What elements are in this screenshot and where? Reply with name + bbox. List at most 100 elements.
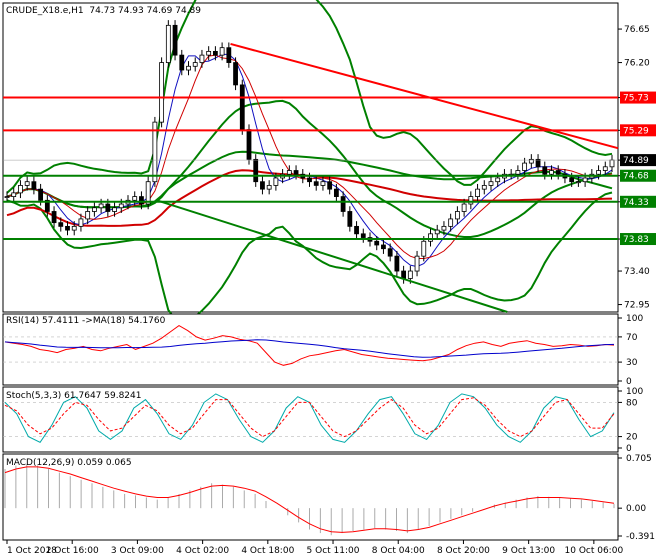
candle-body xyxy=(152,121,158,183)
candle-body xyxy=(253,158,259,183)
candle-body xyxy=(354,225,359,235)
candle-body xyxy=(333,188,339,197)
candle-body xyxy=(549,170,554,175)
symbol-label: CRUDE_X18.e,H1 xyxy=(6,6,84,16)
candle-body xyxy=(347,211,353,227)
rsi-pane: 100 70 30 0 xyxy=(2,313,643,387)
candle-body xyxy=(434,229,440,235)
x-tick-label: 10 Oct 06:00 xyxy=(565,546,624,556)
candle-body xyxy=(165,24,171,63)
candle-body xyxy=(246,129,252,160)
candle-body xyxy=(273,177,279,186)
candle-body xyxy=(394,255,400,272)
rsi-tick-label: 70 xyxy=(626,333,638,343)
stoch-tick-label: 20 xyxy=(626,433,638,443)
candle-body xyxy=(374,240,380,246)
x-tick-label: 4 Oct 02:00 xyxy=(176,546,229,556)
candle-body xyxy=(132,196,138,201)
candle-body xyxy=(320,181,326,186)
candle-body xyxy=(286,170,292,175)
x-tick-label: 5 Oct 11:00 xyxy=(307,546,360,556)
stoch-frame xyxy=(2,386,619,453)
candle-body xyxy=(327,181,333,190)
candle-body xyxy=(441,225,447,231)
price-pane: 76.65 76.20 73.40 72.95 75.73 75.29 74.68 74.33… xyxy=(2,0,656,322)
level-tag xyxy=(620,124,656,137)
y-tick-label: 76.65 xyxy=(624,25,650,35)
candle-body xyxy=(31,181,37,190)
level-tag xyxy=(620,169,656,182)
candle-body xyxy=(78,218,84,227)
rsi-tick-label: 30 xyxy=(626,358,638,368)
candle-body xyxy=(488,181,494,186)
candle-body xyxy=(118,203,124,209)
stoch-tick-label: 0 xyxy=(626,444,632,454)
candle-body xyxy=(387,248,393,257)
candle-body xyxy=(58,222,64,227)
candle-body xyxy=(172,24,178,56)
trend-line xyxy=(156,199,508,313)
candle-body xyxy=(139,196,144,205)
candle-body xyxy=(24,181,30,186)
candle-body xyxy=(266,185,272,190)
rsi-line xyxy=(4,325,615,366)
current-price-tag xyxy=(620,154,656,167)
candle-body xyxy=(495,177,501,183)
candle-body xyxy=(51,211,57,224)
candle-body xyxy=(11,192,17,197)
candle-body xyxy=(448,218,454,227)
level-tag xyxy=(620,195,656,208)
macd-tick-label: -0.391 xyxy=(626,532,655,542)
candle-body xyxy=(340,196,346,212)
level-label: 74.33 xyxy=(623,198,649,208)
rsi-label: RSI(14) 57.4111 ->MA(18) 54.1760 xyxy=(6,316,166,326)
candle-body xyxy=(401,270,407,279)
candle-body xyxy=(192,62,198,67)
candle-body xyxy=(18,185,23,194)
candle-body xyxy=(461,203,467,212)
candle-body xyxy=(481,185,487,190)
level-tag xyxy=(620,91,656,104)
level-label: 74.68 xyxy=(623,172,649,182)
macd-signal-line xyxy=(4,466,615,533)
candle-body xyxy=(313,181,319,186)
candle-body xyxy=(609,159,615,168)
candle-body xyxy=(360,233,366,238)
x-tick-label: 1 Oct 2018 xyxy=(7,546,57,556)
stoch-tick-label: 100 xyxy=(626,387,643,397)
candle-body xyxy=(212,50,218,56)
candle-body xyxy=(307,177,312,183)
candle-body xyxy=(582,177,588,183)
y-tick-label: 72.95 xyxy=(624,301,650,311)
candle-body xyxy=(407,270,413,279)
x-tick-label: 8 Oct 04:00 xyxy=(372,546,425,556)
macd-label: MACD(12,26,9) 0.059 0.065 xyxy=(6,458,132,468)
candle-body xyxy=(421,240,427,257)
level-label: 73.83 xyxy=(623,235,649,245)
candle-body xyxy=(233,62,238,86)
x-tick-label: 9 Oct 13:00 xyxy=(502,546,555,556)
level-label: 75.73 xyxy=(623,94,649,104)
candle-body xyxy=(515,170,521,175)
x-tick-label: 8 Oct 20:00 xyxy=(437,546,490,556)
x-tick-label: 4 Oct 18:00 xyxy=(241,546,294,556)
bollinger-upper xyxy=(6,0,613,194)
symbol-header: CRUDE_X18.e,H1 74.73 74.93 74.69 74.89 xyxy=(6,6,201,16)
candle-body xyxy=(454,211,460,220)
candle-body xyxy=(199,54,205,63)
candle-body xyxy=(226,47,232,63)
stoch-tick-label: 80 xyxy=(626,398,638,408)
candle-body xyxy=(414,255,420,272)
candle-body xyxy=(219,47,225,56)
candle-body xyxy=(85,211,91,220)
candle-body xyxy=(381,244,386,250)
macd-tick-label: 0.705 xyxy=(626,454,652,464)
macd-frame xyxy=(2,453,619,541)
candle-body xyxy=(602,166,608,171)
x-tick-label: 3 Oct 09:00 xyxy=(111,546,164,556)
candle-body xyxy=(145,181,151,205)
candle-body xyxy=(569,177,575,183)
candle-body xyxy=(428,233,433,242)
